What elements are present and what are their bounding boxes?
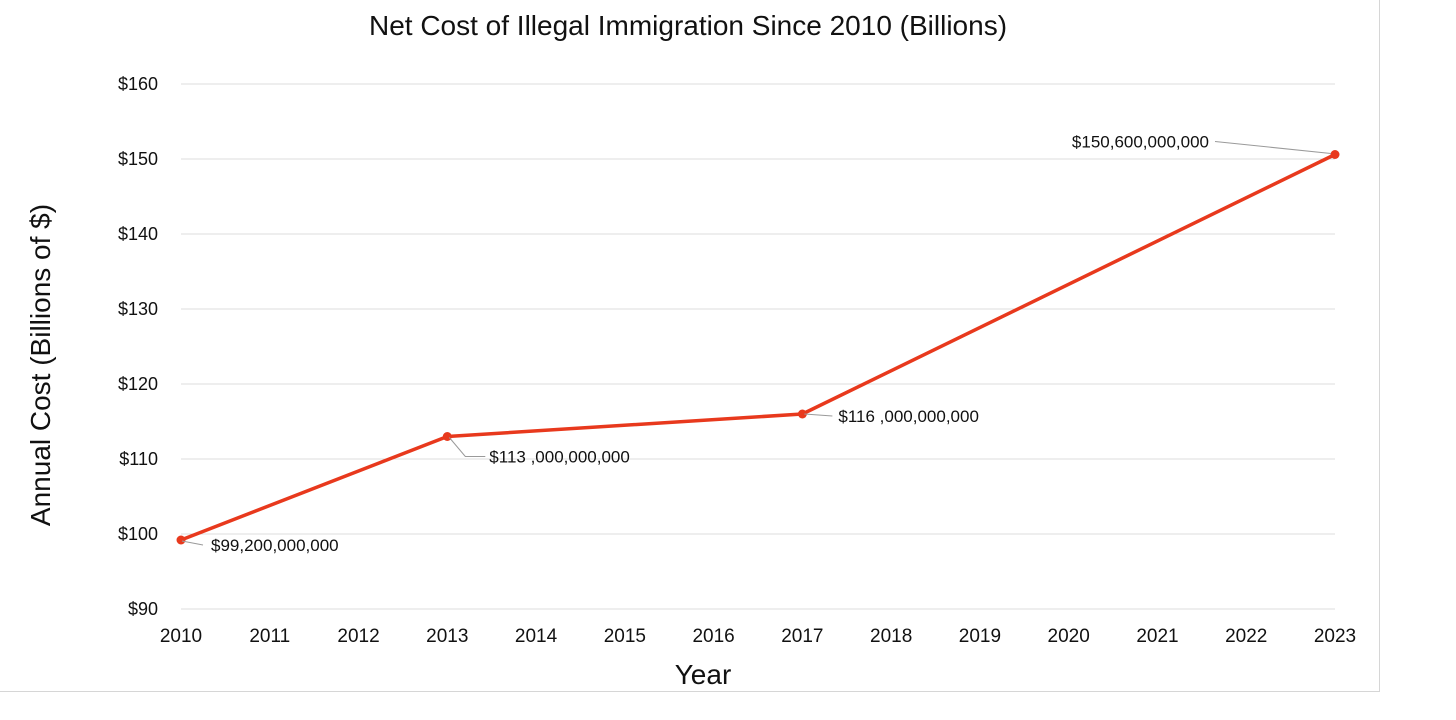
data-labels: $99,200,000,000 $113 ,000,000,000 $116 ,00… [181, 133, 1332, 555]
y-axis-ticks: $90 $100 $110 $120 $130 $140 $150 $160 [118, 74, 158, 619]
x-tick-label: 2021 [1136, 626, 1178, 647]
data-point-2013 [442, 432, 452, 441]
y-tick-label: $140 [118, 224, 158, 244]
data-point-2017 [797, 409, 807, 419]
x-tick-label: 2018 [870, 626, 912, 647]
data-label-2010: $99,200,000,000 [211, 536, 339, 555]
y-tick-label: $100 [118, 524, 158, 544]
x-axis-title: Year [675, 659, 732, 690]
gridlines [181, 83, 1335, 610]
data-label-2023: $150,600,000,000 [1072, 133, 1209, 152]
y-tick-label: $160 [118, 74, 158, 94]
x-tick-label: 2014 [515, 626, 558, 647]
label-leader-line [804, 413, 833, 417]
label-leader-line [181, 540, 204, 546]
x-tick-label: 2023 [1314, 626, 1356, 647]
data-point-2010 [176, 535, 186, 545]
x-tick-label: 2011 [249, 626, 290, 647]
x-tick-label: 2020 [1048, 626, 1090, 647]
y-tick-label: $110 [119, 449, 158, 469]
y-tick-label: $90 [128, 599, 158, 619]
x-tick-label: 2013 [426, 626, 468, 647]
x-tick-label: 2015 [604, 626, 646, 647]
data-point-2023 [1330, 150, 1340, 159]
x-tick-label: 2022 [1225, 626, 1267, 647]
series-layer [176, 150, 1340, 545]
line-chart: Net Cost of Illegal Immigration Since 20… [25, 10, 1356, 690]
x-tick-label: 2012 [337, 626, 379, 647]
series-line [180, 152, 1336, 542]
label-leader-line [1214, 141, 1332, 154]
x-tick-label: 2019 [959, 626, 1001, 647]
x-tick-label: 2010 [160, 626, 202, 647]
data-label-2013: $113 ,000,000,000 [489, 448, 630, 467]
chart-title: Net Cost of Illegal Immigration Since 20… [369, 10, 1007, 41]
label-leader-line [448, 437, 486, 457]
y-tick-label: $130 [118, 299, 158, 319]
data-label-2017: $116 ,000,000,000 [838, 407, 979, 426]
chart-frame: Net Cost of Illegal Immigration Since 20… [0, 0, 1380, 692]
x-tick-label: 2017 [781, 626, 823, 647]
x-axis-ticks: 2010 2011 2012 2013 2014 2015 2016 2017 2018 2019… [160, 626, 1356, 647]
y-tick-label: $150 [118, 149, 158, 169]
y-axis-title: Annual Cost (Billions of $) [25, 204, 56, 526]
y-tick-label: $120 [118, 374, 158, 394]
x-tick-label: 2016 [692, 626, 734, 647]
